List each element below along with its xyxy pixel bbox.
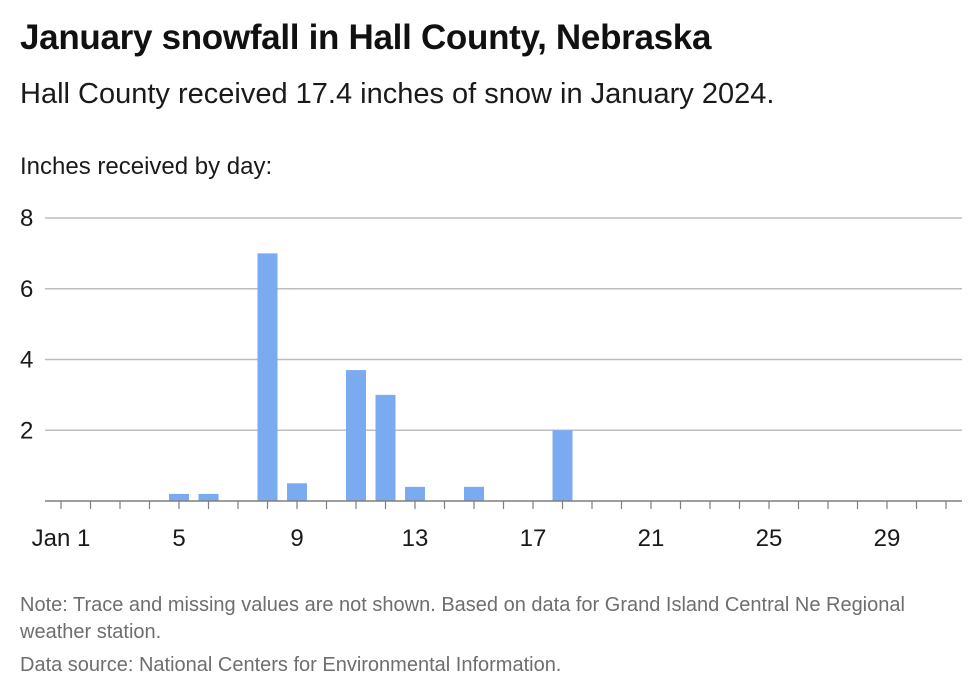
y-axis-label: Inches received by day: [20, 153, 273, 180]
bar [169, 493, 189, 501]
x-tick-label: 5 [172, 525, 185, 552]
y-tick-label: 8 [20, 205, 33, 232]
bar [198, 493, 219, 501]
x-axis [45, 500, 962, 509]
gridlines [45, 217, 962, 431]
chart-subtitle: Hall County received 17.4 inches of snow… [20, 78, 775, 110]
bar [346, 370, 366, 501]
bar [464, 486, 484, 501]
bar [257, 253, 278, 501]
y-tick-labels: 2 4 6 8 [20, 205, 33, 444]
x-tick-label: 29 [874, 525, 901, 552]
x-tick-label: 21 [638, 525, 665, 552]
chart-note: Note: Trace and missing values are not s… [20, 594, 905, 643]
x-tick-label: Jan 1 [32, 525, 91, 552]
x-tick-labels: Jan 1 5 9 13 17 21 25 29 [32, 525, 901, 552]
bar [287, 483, 307, 501]
y-tick-label: 6 [20, 276, 33, 303]
data-source: Data source: National Centers for Enviro… [20, 654, 562, 676]
bar [375, 394, 396, 501]
x-tick-label: 13 [402, 525, 429, 552]
x-tick-label: 17 [520, 525, 547, 552]
x-tick-label: 25 [756, 525, 783, 552]
chart-title: January snowfall in Hall County, Nebrask… [20, 18, 712, 57]
bar [405, 486, 425, 501]
bar-chart: 2 4 6 8 Jan 1 5 9 13 17 21 25 29 [20, 205, 962, 552]
y-tick-label: 4 [20, 347, 33, 374]
y-tick-label: 2 [20, 417, 33, 444]
x-tick-label: 9 [290, 525, 303, 552]
bar [552, 430, 573, 501]
bars [169, 253, 573, 501]
